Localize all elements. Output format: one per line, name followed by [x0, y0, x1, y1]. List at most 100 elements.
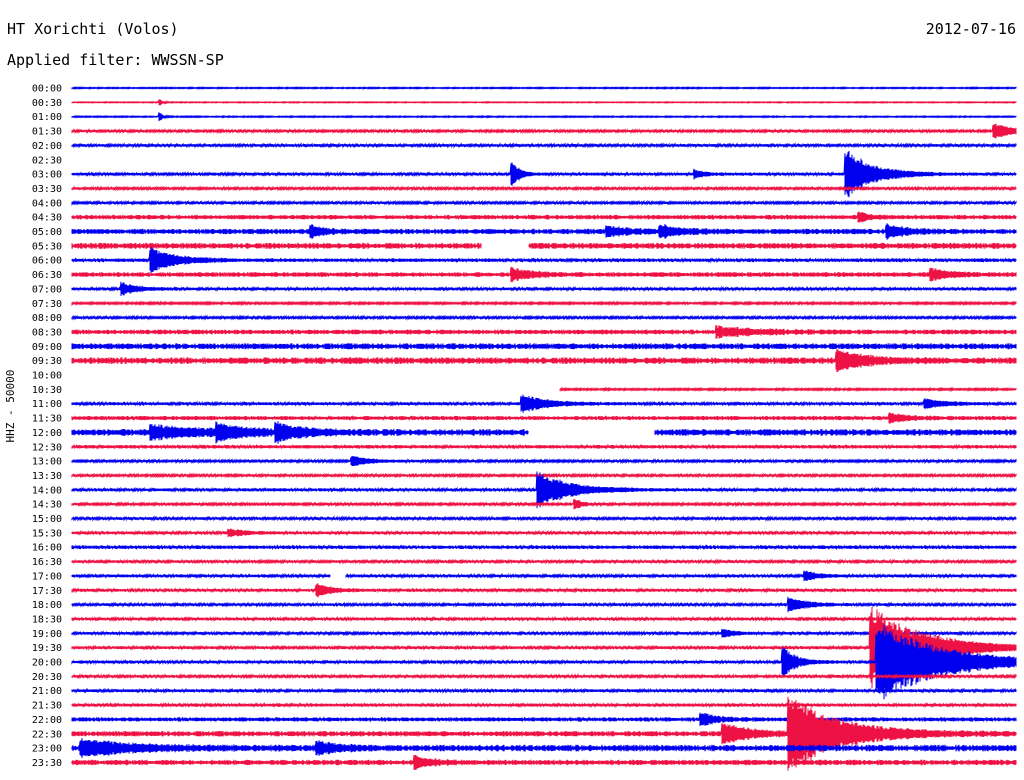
trace-row — [71, 754, 1017, 770]
trace-row — [71, 412, 1017, 424]
trace-row — [71, 211, 1017, 223]
trace-row — [71, 606, 1017, 689]
row-time-label: 03:00 — [32, 170, 62, 181]
row-time-label: 02:00 — [32, 141, 62, 152]
row-time-label: 05:00 — [32, 227, 62, 238]
row-time-label: 18:30 — [32, 614, 62, 625]
trace-row — [71, 471, 1017, 509]
trace-row — [71, 314, 1017, 321]
trace-row — [71, 99, 1017, 106]
trace-row — [71, 615, 1017, 623]
row-time-label: 13:30 — [32, 471, 62, 482]
row-time-label: 18:00 — [32, 600, 62, 611]
row-time-label: 17:30 — [32, 586, 62, 597]
trace-row — [71, 528, 1017, 538]
date-label: 2012-07-16 — [925, 20, 1016, 38]
trace-row — [71, 498, 1017, 510]
row-time-label: 20:00 — [32, 658, 62, 669]
trace-row — [71, 628, 1017, 638]
row-time-label: 04:00 — [32, 198, 62, 209]
trace-row — [71, 456, 1017, 467]
row-time-label: 12:00 — [32, 428, 62, 439]
row-time-label: 16:30 — [32, 557, 62, 568]
row-time-label: 12:30 — [32, 442, 62, 453]
row-time-label: 10:00 — [32, 371, 62, 382]
trace-row — [71, 185, 1017, 192]
row-time-label: 11:00 — [32, 399, 62, 410]
trace-row — [71, 325, 1017, 339]
row-time-label: 09:30 — [32, 356, 62, 367]
row-time-label: 00:00 — [32, 84, 62, 95]
row-time-label: 17:00 — [32, 571, 62, 582]
trace-row — [71, 281, 1017, 297]
row-time-label: 15:30 — [32, 528, 62, 539]
trace-row — [71, 142, 1017, 149]
row-time-label: 04:30 — [32, 213, 62, 224]
row-time-label: 13:00 — [32, 457, 62, 468]
row-time-label: 19:30 — [32, 643, 62, 654]
filter-label: Applied filter: WWSSN-SP — [7, 51, 224, 69]
row-time-label: 08:00 — [32, 313, 62, 324]
row-time-label: 07:00 — [32, 284, 62, 295]
trace-row — [71, 583, 1017, 598]
row-time-label: 03:30 — [32, 184, 62, 195]
row-time-label: 20:30 — [32, 672, 62, 683]
trace-row — [71, 266, 1017, 283]
row-time-label: 14:30 — [32, 500, 62, 511]
trace-row — [71, 515, 1017, 522]
trace-row — [71, 349, 1017, 373]
seismic-traces — [71, 86, 1017, 771]
row-time-label: 15:00 — [32, 514, 62, 525]
trace-row — [71, 394, 1017, 413]
row-time-label: 05:30 — [32, 241, 62, 252]
trace-row — [71, 596, 1017, 613]
row-time-label: 10:30 — [32, 385, 62, 396]
trace-row — [71, 199, 1017, 206]
trace-row — [71, 738, 1017, 759]
trace-row — [71, 421, 1017, 444]
row-time-label: 22:30 — [32, 729, 62, 740]
row-time-label: 08:30 — [32, 327, 62, 338]
row-time-label: 06:00 — [32, 256, 62, 267]
row-time-label: 21:30 — [32, 701, 62, 712]
trace-row — [559, 386, 1017, 393]
row-time-label: 21:00 — [32, 686, 62, 697]
trace-row — [71, 712, 1017, 727]
trace-row — [71, 86, 1017, 90]
row-time-label: 09:00 — [32, 342, 62, 353]
row-time-label: 23:30 — [32, 758, 62, 769]
trace-row — [71, 247, 1017, 274]
row-time-label: 19:00 — [32, 629, 62, 640]
trace-row — [71, 242, 1017, 249]
row-time-label: 14:00 — [32, 485, 62, 496]
trace-row — [71, 558, 1017, 565]
trace-row — [71, 687, 1017, 694]
trace-row — [71, 570, 1017, 582]
trace-row — [71, 472, 1017, 479]
trace-row — [71, 624, 1017, 700]
row-time-label: 01:30 — [32, 127, 62, 138]
trace-row — [71, 696, 1017, 771]
trace-row — [71, 544, 1017, 551]
row-time-label: 02:30 — [32, 155, 62, 166]
trace-row — [71, 343, 1017, 350]
row-time-labels: 00:00 00:30 01:00 01:30 02:00 02:30 03:00 03:30… — [32, 84, 62, 769]
trace-row — [71, 150, 1017, 198]
row-time-label: 11:30 — [32, 414, 62, 425]
trace-row — [71, 443, 1017, 450]
trace-row — [71, 300, 1017, 307]
row-time-label: 23:00 — [32, 744, 62, 755]
row-time-label: 22:00 — [32, 715, 62, 726]
trace-row — [71, 112, 1017, 122]
row-time-label: 16:00 — [32, 543, 62, 554]
trace-row — [71, 673, 1017, 680]
trace-row — [71, 701, 1017, 709]
station-title: HT Xorichti (Volos) — [7, 20, 179, 38]
row-time-label: 06:30 — [32, 270, 62, 281]
trace-row — [71, 223, 1017, 240]
row-time-label: 01:00 — [32, 112, 62, 123]
trace-row — [71, 123, 1017, 139]
row-time-label: 07:30 — [32, 299, 62, 310]
row-time-label: 00:30 — [32, 98, 62, 109]
